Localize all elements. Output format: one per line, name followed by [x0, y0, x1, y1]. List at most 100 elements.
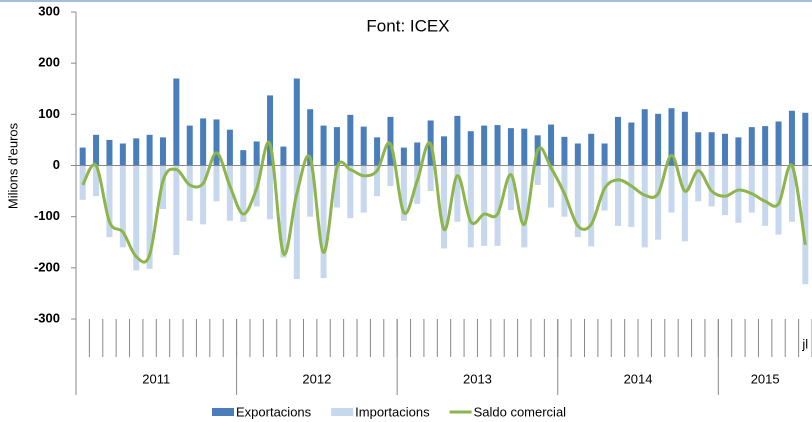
x-group-label: 2011 [142, 371, 170, 386]
bar [788, 165, 795, 222]
bar [534, 165, 541, 185]
bar [159, 165, 166, 209]
bar [133, 138, 140, 166]
bar [708, 165, 715, 207]
bar [561, 136, 568, 166]
bar [748, 127, 755, 166]
bar [641, 109, 648, 166]
bar [106, 165, 113, 238]
bar [601, 143, 608, 166]
bar [481, 125, 488, 166]
bar [333, 165, 340, 208]
y-tick-label: -100 [34, 208, 60, 223]
bar [574, 143, 581, 166]
bar [454, 165, 461, 222]
bar [481, 165, 488, 246]
bar [400, 165, 407, 221]
bar [641, 165, 648, 248]
bar [360, 126, 367, 166]
bar [240, 150, 247, 166]
y-tick-label: 300 [38, 3, 60, 18]
bar [280, 146, 287, 166]
bar [708, 132, 715, 166]
y-tick-label: -200 [34, 259, 60, 274]
bar [333, 127, 340, 166]
bar [521, 128, 528, 166]
bar [293, 165, 300, 280]
bar [521, 165, 528, 248]
bar [106, 139, 113, 166]
bar [588, 133, 595, 166]
bar [213, 119, 220, 166]
x-group-label: 2013 [463, 371, 492, 386]
bar [762, 126, 769, 166]
line [81, 140, 807, 264]
bar [722, 165, 729, 216]
legend-swatch [212, 408, 234, 416]
y-tick-label: 100 [38, 106, 60, 121]
bar [628, 122, 635, 166]
bar [213, 165, 220, 202]
y-tick-label: -300 [34, 310, 60, 325]
bar [374, 165, 381, 197]
bar [681, 165, 688, 242]
bar [628, 165, 635, 227]
bar [186, 125, 193, 166]
bar [722, 133, 729, 166]
bar [400, 147, 407, 166]
bar [146, 165, 153, 269]
bar [347, 165, 354, 219]
bar [307, 165, 314, 217]
bar [467, 165, 474, 248]
bar [146, 134, 153, 166]
bar [93, 134, 100, 166]
bar [119, 165, 126, 248]
bar [614, 116, 621, 166]
bar [775, 165, 782, 235]
legend-label: Importacions [355, 404, 430, 419]
legend-label: Exportacions [236, 404, 312, 419]
bar [200, 165, 207, 225]
bar [347, 114, 354, 166]
bar [387, 165, 394, 186]
bar [574, 165, 581, 238]
bar [414, 142, 421, 166]
bar [735, 165, 742, 223]
bar [735, 137, 742, 166]
y-tick-label: 0 [53, 157, 60, 172]
bar [494, 165, 501, 246]
bar [655, 113, 662, 166]
bar [668, 108, 675, 166]
bar [307, 109, 314, 166]
bar [494, 125, 501, 166]
bar [507, 165, 514, 211]
y-axis-label: Milions d'euros [5, 122, 20, 209]
bar [427, 165, 434, 192]
bar [695, 132, 702, 166]
x-tick-label: jl [801, 336, 808, 351]
bar [507, 128, 514, 166]
bar [454, 115, 461, 166]
bar [133, 165, 140, 271]
bar [253, 141, 260, 166]
bar [93, 165, 100, 197]
bar [441, 165, 447, 249]
bar [280, 165, 287, 258]
bar [320, 125, 327, 166]
bar [267, 95, 274, 166]
bar [614, 165, 621, 226]
bar [387, 116, 394, 166]
bar [267, 165, 274, 220]
bar [240, 165, 247, 222]
bar [681, 111, 688, 166]
bar [360, 165, 367, 213]
bar [655, 165, 662, 240]
x-group-label: 2012 [302, 371, 331, 386]
bar [775, 121, 782, 166]
bar [668, 165, 675, 213]
bar [186, 165, 193, 221]
y-tick-label: 200 [38, 55, 60, 70]
bar [200, 118, 207, 166]
bar [748, 165, 755, 213]
